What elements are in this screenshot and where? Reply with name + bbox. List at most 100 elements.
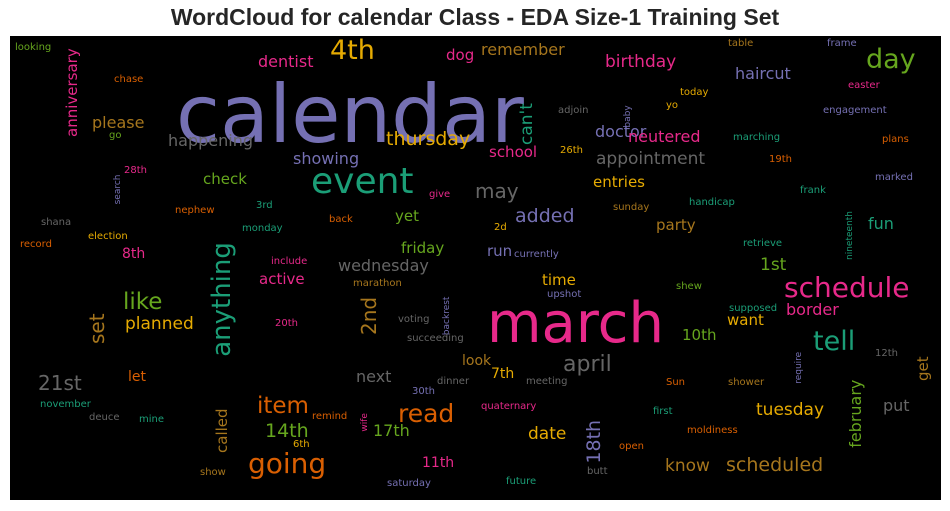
word-please: please <box>92 113 145 132</box>
word-remind: remind <box>312 411 348 422</box>
word-dentist: dentist <box>258 52 314 71</box>
word-planned: planned <box>125 314 194 334</box>
word-12th: 12th <box>875 348 898 359</box>
word-friday: friday <box>401 239 445 257</box>
word-adjoin: adjoin <box>558 105 589 116</box>
word-2nd: 2nd <box>357 296 381 335</box>
word-calendar: calendar <box>176 68 524 161</box>
word-active: active <box>259 270 305 288</box>
word-looking: looking <box>15 42 52 53</box>
word-baby: baby <box>623 105 633 128</box>
word-give: give <box>429 189 451 200</box>
word-3rd: 3rd <box>256 200 273 211</box>
word-thursday: thursday <box>386 128 471 150</box>
word-shower: shower <box>728 377 765 388</box>
word-set: set <box>85 313 109 344</box>
word-fun: fun <box>868 214 894 233</box>
word-include: include <box>271 256 308 267</box>
word-want: want <box>727 311 764 329</box>
word-election: election <box>88 231 128 242</box>
word-showing: showing <box>293 149 360 168</box>
word-record: record <box>20 239 52 250</box>
word-supposed: supposed <box>729 303 778 314</box>
word-future: future <box>506 476 537 487</box>
word-18th: 18th <box>583 419 605 464</box>
word-schedule: schedule <box>784 271 910 304</box>
word-remember: remember <box>481 40 565 59</box>
word-currently: currently <box>514 249 559 260</box>
word-dinner: dinner <box>437 376 470 387</box>
word-17th: 17th <box>373 421 410 440</box>
word-item: item <box>257 393 309 419</box>
word-get: get <box>914 356 932 381</box>
word-tuesday: tuesday <box>756 400 825 420</box>
word-neutered: neutered <box>628 127 701 146</box>
word-time: time <box>542 271 576 289</box>
word-happening: happening <box>168 131 253 150</box>
word-30th: 30th <box>412 386 435 397</box>
word-11th: 11th <box>422 455 455 471</box>
word-date: date <box>528 424 567 444</box>
word-today: today <box>680 87 709 98</box>
word-mine: mine <box>139 414 165 425</box>
word-know: know <box>665 456 710 476</box>
word-28th: 28th <box>124 165 147 176</box>
word-saturday: saturday <box>387 478 431 489</box>
word-shana: shana <box>41 217 72 228</box>
word-1st: 1st <box>760 255 787 275</box>
word-run: run <box>487 242 513 260</box>
word-sun: Sun <box>666 377 686 388</box>
word-going: going <box>248 447 327 480</box>
word-retrieve: retrieve <box>743 238 783 249</box>
word-handicap: handicap <box>689 197 735 208</box>
word-wednesday: wednesday <box>338 256 429 275</box>
word-require: require <box>794 351 804 384</box>
word-engagement: engagement <box>823 105 887 116</box>
word-table: table <box>728 38 754 49</box>
word-go: go <box>109 130 122 141</box>
word-7th: 7th <box>491 366 515 382</box>
word-butt: butt <box>587 466 608 477</box>
word-february: february <box>846 379 865 448</box>
word-party: party <box>656 216 696 234</box>
word-doctor: doctor <box>595 122 647 141</box>
word-2d: 2d <box>494 222 507 233</box>
word-added: added <box>515 205 575 227</box>
word-november: november <box>40 399 91 410</box>
word-sunday: sunday <box>613 202 650 213</box>
word-10th: 10th <box>682 326 717 344</box>
word-6th: 6th <box>293 439 310 450</box>
word-may: may <box>475 179 519 203</box>
wordcloud-canvas: calendar march event schedule going anything 4… <box>10 36 941 500</box>
word-tell: tell <box>813 326 856 357</box>
word-entries: entries <box>593 173 645 191</box>
word-birthday: birthday <box>605 52 677 72</box>
word-let: let <box>128 369 146 385</box>
word-21st: 21st <box>38 371 82 395</box>
word-chase: chase <box>114 74 144 85</box>
word-school: school <box>489 143 538 161</box>
word-backrest: backrest <box>442 296 452 336</box>
word-can-t: can't <box>517 103 537 145</box>
word-plans: plans <box>882 134 909 145</box>
word-nephew: nephew <box>175 205 215 216</box>
word-nineteenth: nineteenth <box>845 211 855 260</box>
word-look: look <box>462 353 492 369</box>
word-like: like <box>123 289 163 315</box>
word-search: search <box>113 174 123 205</box>
word-monday: monday <box>242 223 283 234</box>
word-14th: 14th <box>265 420 309 442</box>
word-back: back <box>329 214 353 225</box>
word-appointment: appointment <box>596 149 706 169</box>
word-event: event <box>311 161 414 202</box>
word-border: border <box>786 300 839 319</box>
word-frame: frame <box>827 38 857 49</box>
word-april: april <box>563 352 612 377</box>
word-next: next <box>356 367 392 386</box>
word-check: check <box>203 170 247 188</box>
word-4th: 4th <box>330 36 375 66</box>
word-quaternary: quaternary <box>481 401 537 412</box>
word-march: march <box>487 291 664 356</box>
word-first: first <box>653 406 673 417</box>
word-anniversary: anniversary <box>63 48 81 137</box>
